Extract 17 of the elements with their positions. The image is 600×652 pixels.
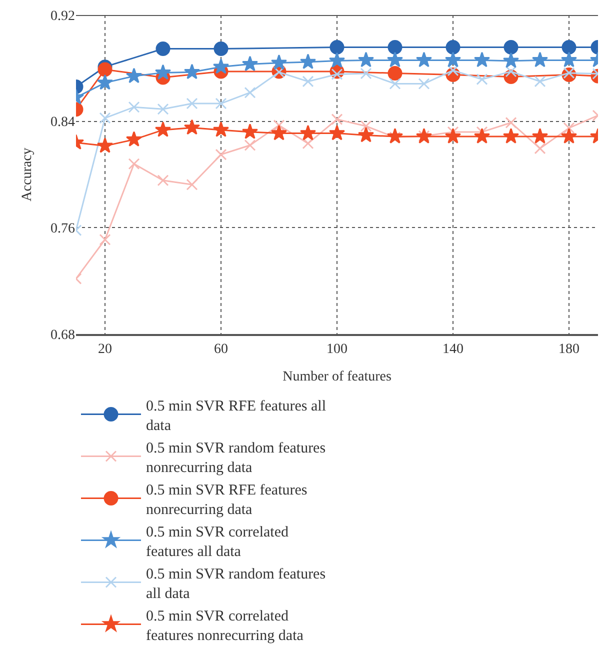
legend-label: 0.5 min SVR random features all data — [146, 566, 326, 602]
x-tick-label: 180 — [558, 342, 580, 357]
x-axis-title: Number of features — [282, 370, 392, 385]
legend-label: 0.5 min SVR correlated features nonrecurring data — [146, 608, 304, 644]
y-tick-label: 0.84 — [50, 115, 75, 130]
y-tick-label: 0.76 — [50, 222, 75, 237]
x-tick-label: 60 — [214, 342, 228, 357]
x-tick-label: 20 — [98, 342, 112, 357]
legend-label: 0.5 min SVR random features nonrecurring data — [146, 440, 326, 476]
x-tick-label: 100 — [326, 342, 348, 357]
y-axis-title: Accuracy — [20, 148, 36, 202]
y-tick-label: 0.92 — [50, 8, 75, 24]
legend-label: 0.5 min SVR correlated features all data — [146, 524, 289, 560]
legend-label: 0.5 min SVR RFE features nonrecurring data — [146, 482, 308, 518]
legend-label: 0.5 min SVR RFE features all data — [146, 398, 326, 434]
x-tick-label: 140 — [442, 342, 464, 357]
y-tick-label: 0.68 — [50, 328, 75, 343]
